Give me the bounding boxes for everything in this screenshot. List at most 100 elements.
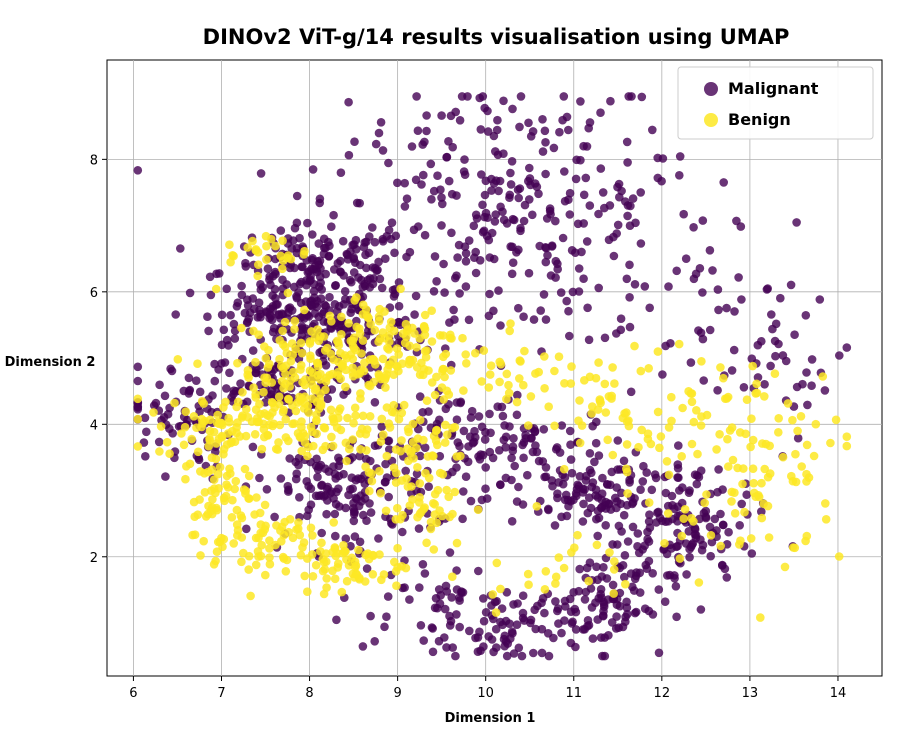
point-benign [712,445,721,454]
point-malignant [623,158,632,167]
point-benign [300,431,310,441]
point-benign [653,407,663,417]
point-malignant [269,323,279,333]
point-malignant [447,189,457,199]
point-malignant [572,491,581,501]
point-malignant [155,380,164,390]
point-benign [694,578,704,587]
point-malignant [475,255,485,265]
point-malignant [636,485,645,495]
point-malignant [543,629,553,638]
point-malignant [530,179,540,188]
point-malignant [210,359,219,369]
point-benign [235,432,245,441]
point-benign [459,386,468,395]
point-malignant [133,402,143,411]
point-malignant [386,234,396,244]
point-malignant [420,137,429,147]
point-benign [802,440,812,450]
point-malignant [263,264,273,274]
point-malignant [258,283,268,292]
point-malignant [549,143,559,153]
point-malignant [417,180,426,189]
point-benign [376,488,386,498]
point-benign [770,369,780,379]
point-benign [787,471,796,481]
point-benign [405,501,415,510]
point-benign [831,415,841,425]
point-malignant [232,302,242,311]
point-malignant [499,149,508,158]
point-benign [420,346,430,356]
point-malignant [436,185,445,194]
point-malignant [541,138,550,147]
point-malignant [461,249,471,258]
point-benign [197,397,207,406]
point-benign [398,359,407,369]
point-benign [473,505,483,514]
point-benign [567,548,576,557]
point-benign [624,421,634,431]
point-benign [477,377,487,386]
point-benign [162,437,172,447]
point-benign [294,518,303,527]
point-malignant [562,511,572,521]
point-malignant [317,528,327,538]
point-malignant [453,253,462,262]
point-benign [337,312,346,322]
point-malignant [574,264,584,273]
point-benign [443,430,452,440]
point-malignant [539,425,549,434]
point-malignant [596,164,606,173]
point-benign [329,518,339,527]
point-malignant [427,195,436,204]
point-malignant [585,558,595,567]
point-malignant [619,510,629,520]
point-benign [342,456,351,466]
point-benign [600,379,610,389]
point-malignant [835,351,844,360]
point-malignant [509,434,518,443]
point-benign [446,330,455,340]
point-malignant [478,92,488,101]
point-malignant [575,564,584,574]
point-benign [199,536,208,546]
point-benign [334,338,343,347]
point-benign [283,253,292,263]
point-malignant [547,476,557,485]
point-benign [550,421,559,431]
point-benign [284,394,293,404]
point-malignant [296,325,306,335]
x-tick-label: 11 [565,686,582,701]
point-malignant [793,433,803,443]
point-malignant [311,491,321,501]
point-benign [225,240,234,249]
point-benign [271,444,281,454]
point-malignant [461,257,471,266]
point-benign [358,336,368,345]
point-benign [244,471,254,481]
point-malignant [514,303,523,313]
point-malignant [212,269,221,279]
point-malignant [362,263,371,273]
point-malignant [316,460,326,470]
point-malignant [466,496,476,506]
point-benign [715,430,724,439]
point-malignant [487,635,497,644]
point-malignant [374,534,383,543]
point-benign [205,415,215,425]
point-benign [257,540,267,550]
point-malignant [133,376,143,386]
point-malignant [616,314,626,324]
point-benign [430,390,440,400]
point-benign [226,438,236,448]
point-benign [727,497,736,506]
point-benign [306,351,315,361]
point-malignant [315,256,325,266]
point-benign [310,386,320,395]
point-benign [502,369,512,379]
point-malignant [344,97,353,107]
point-malignant [698,540,708,550]
point-malignant [737,295,746,304]
point-malignant [627,92,636,101]
